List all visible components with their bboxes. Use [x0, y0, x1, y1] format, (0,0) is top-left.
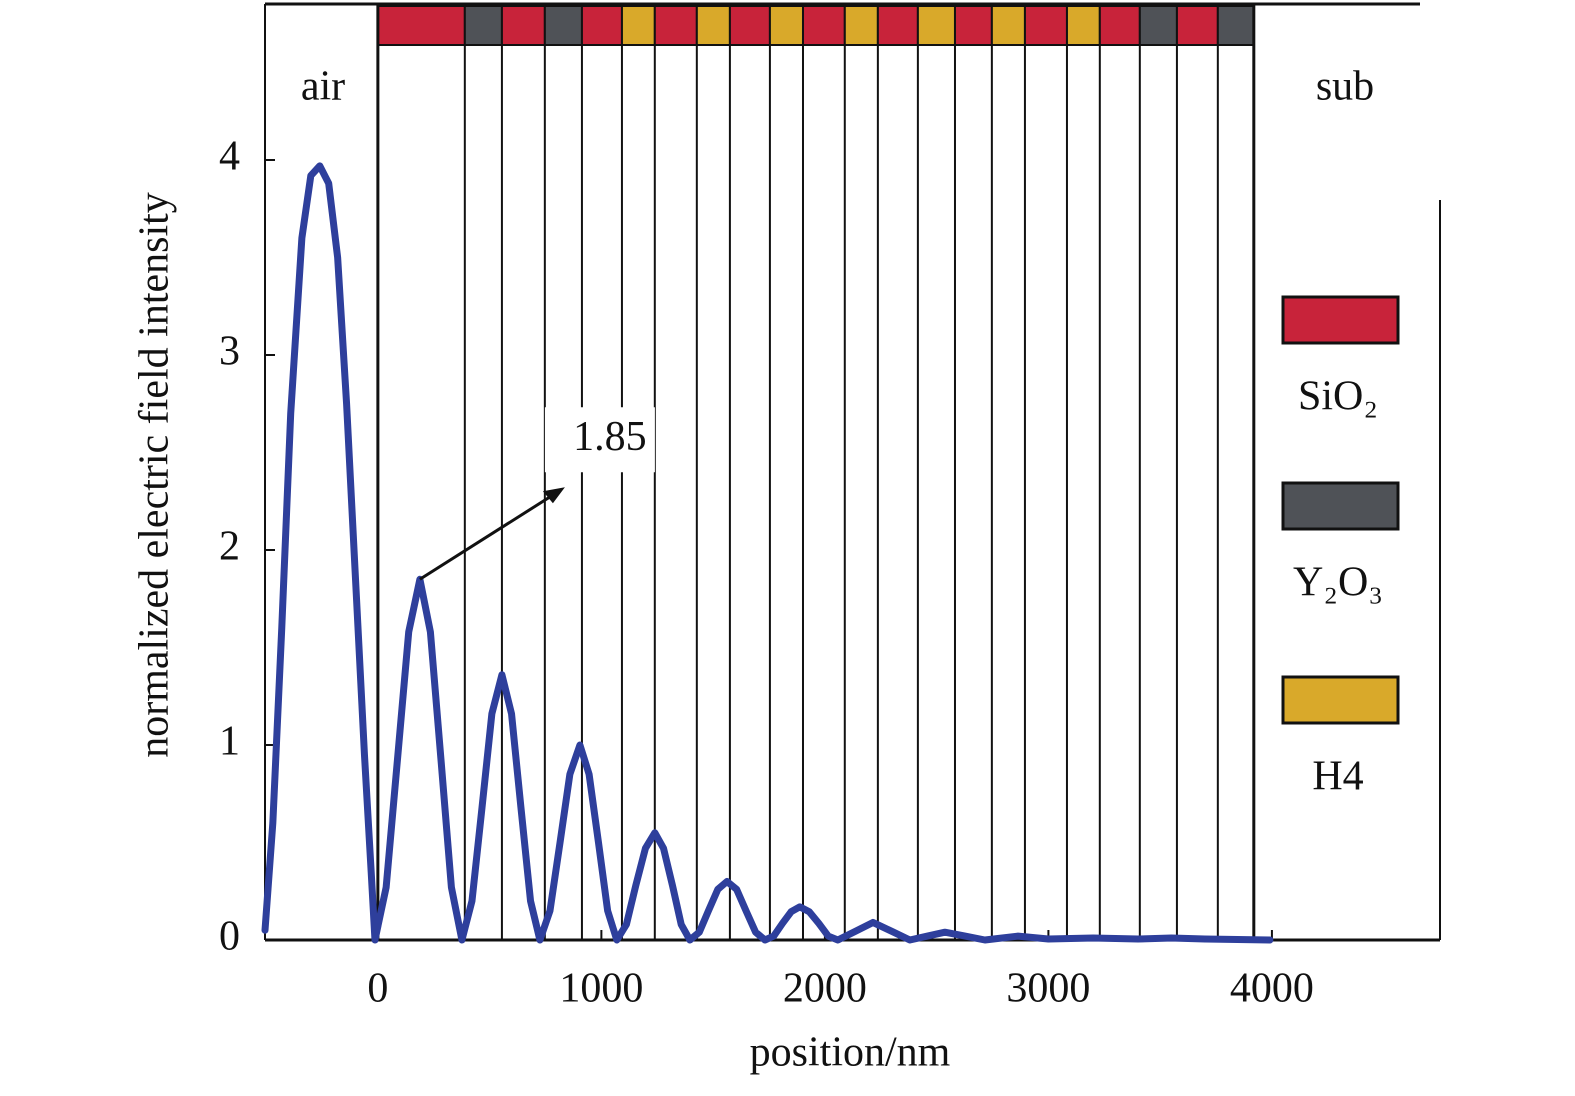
y-tick-label: 4 [219, 134, 240, 180]
layer [990, 5, 1026, 46]
region-label: sub [1316, 64, 1374, 110]
annotation: 1.85 [573, 414, 647, 460]
layer [1138, 5, 1178, 46]
layer [916, 5, 956, 46]
layer [1023, 5, 1068, 46]
layer [1098, 5, 1141, 46]
layer [376, 5, 466, 46]
y-tick-label: 1 [219, 719, 240, 765]
x-tick-label: 2000 [783, 966, 867, 1012]
x-tick-label: 0 [367, 966, 388, 1012]
legend-label: Y₂O₃ [1293, 560, 1383, 606]
legend-label: SiO₂ [1298, 374, 1378, 420]
y-axis-label: normalized electric field intensity [132, 192, 178, 758]
layer [953, 5, 993, 46]
layer [653, 5, 698, 46]
x-axis-label: position/nm [750, 1030, 951, 1076]
layer [1216, 5, 1255, 46]
field-line [261, 162, 1274, 944]
layer [768, 5, 804, 46]
x-tick-label: 1000 [559, 966, 643, 1012]
annotation-box [544, 407, 655, 473]
x-tick-label: 4000 [1230, 966, 1314, 1012]
layer [843, 5, 879, 46]
layer [463, 5, 503, 46]
annotation-arrow [419, 489, 560, 581]
legend-swatch [1281, 295, 1400, 345]
layer [1065, 5, 1101, 46]
layer [801, 5, 846, 46]
x-tick-label: 3000 [1006, 966, 1090, 1012]
layer [1175, 5, 1219, 46]
layer [500, 5, 546, 46]
y-tick-label: 2 [219, 524, 240, 570]
legend-swatch [1281, 675, 1400, 725]
y-tick-label: 3 [219, 329, 240, 375]
layer [876, 5, 919, 46]
layer [620, 5, 656, 46]
annotation-arrowhead [542, 487, 565, 504]
layer [543, 5, 583, 46]
layer [728, 5, 771, 46]
legend-swatch [1281, 481, 1400, 531]
y-tick-label: 0 [219, 914, 240, 960]
legend-label: H4 [1312, 754, 1363, 800]
region-label: air [301, 64, 345, 110]
layer [695, 5, 731, 46]
layer [580, 5, 623, 46]
